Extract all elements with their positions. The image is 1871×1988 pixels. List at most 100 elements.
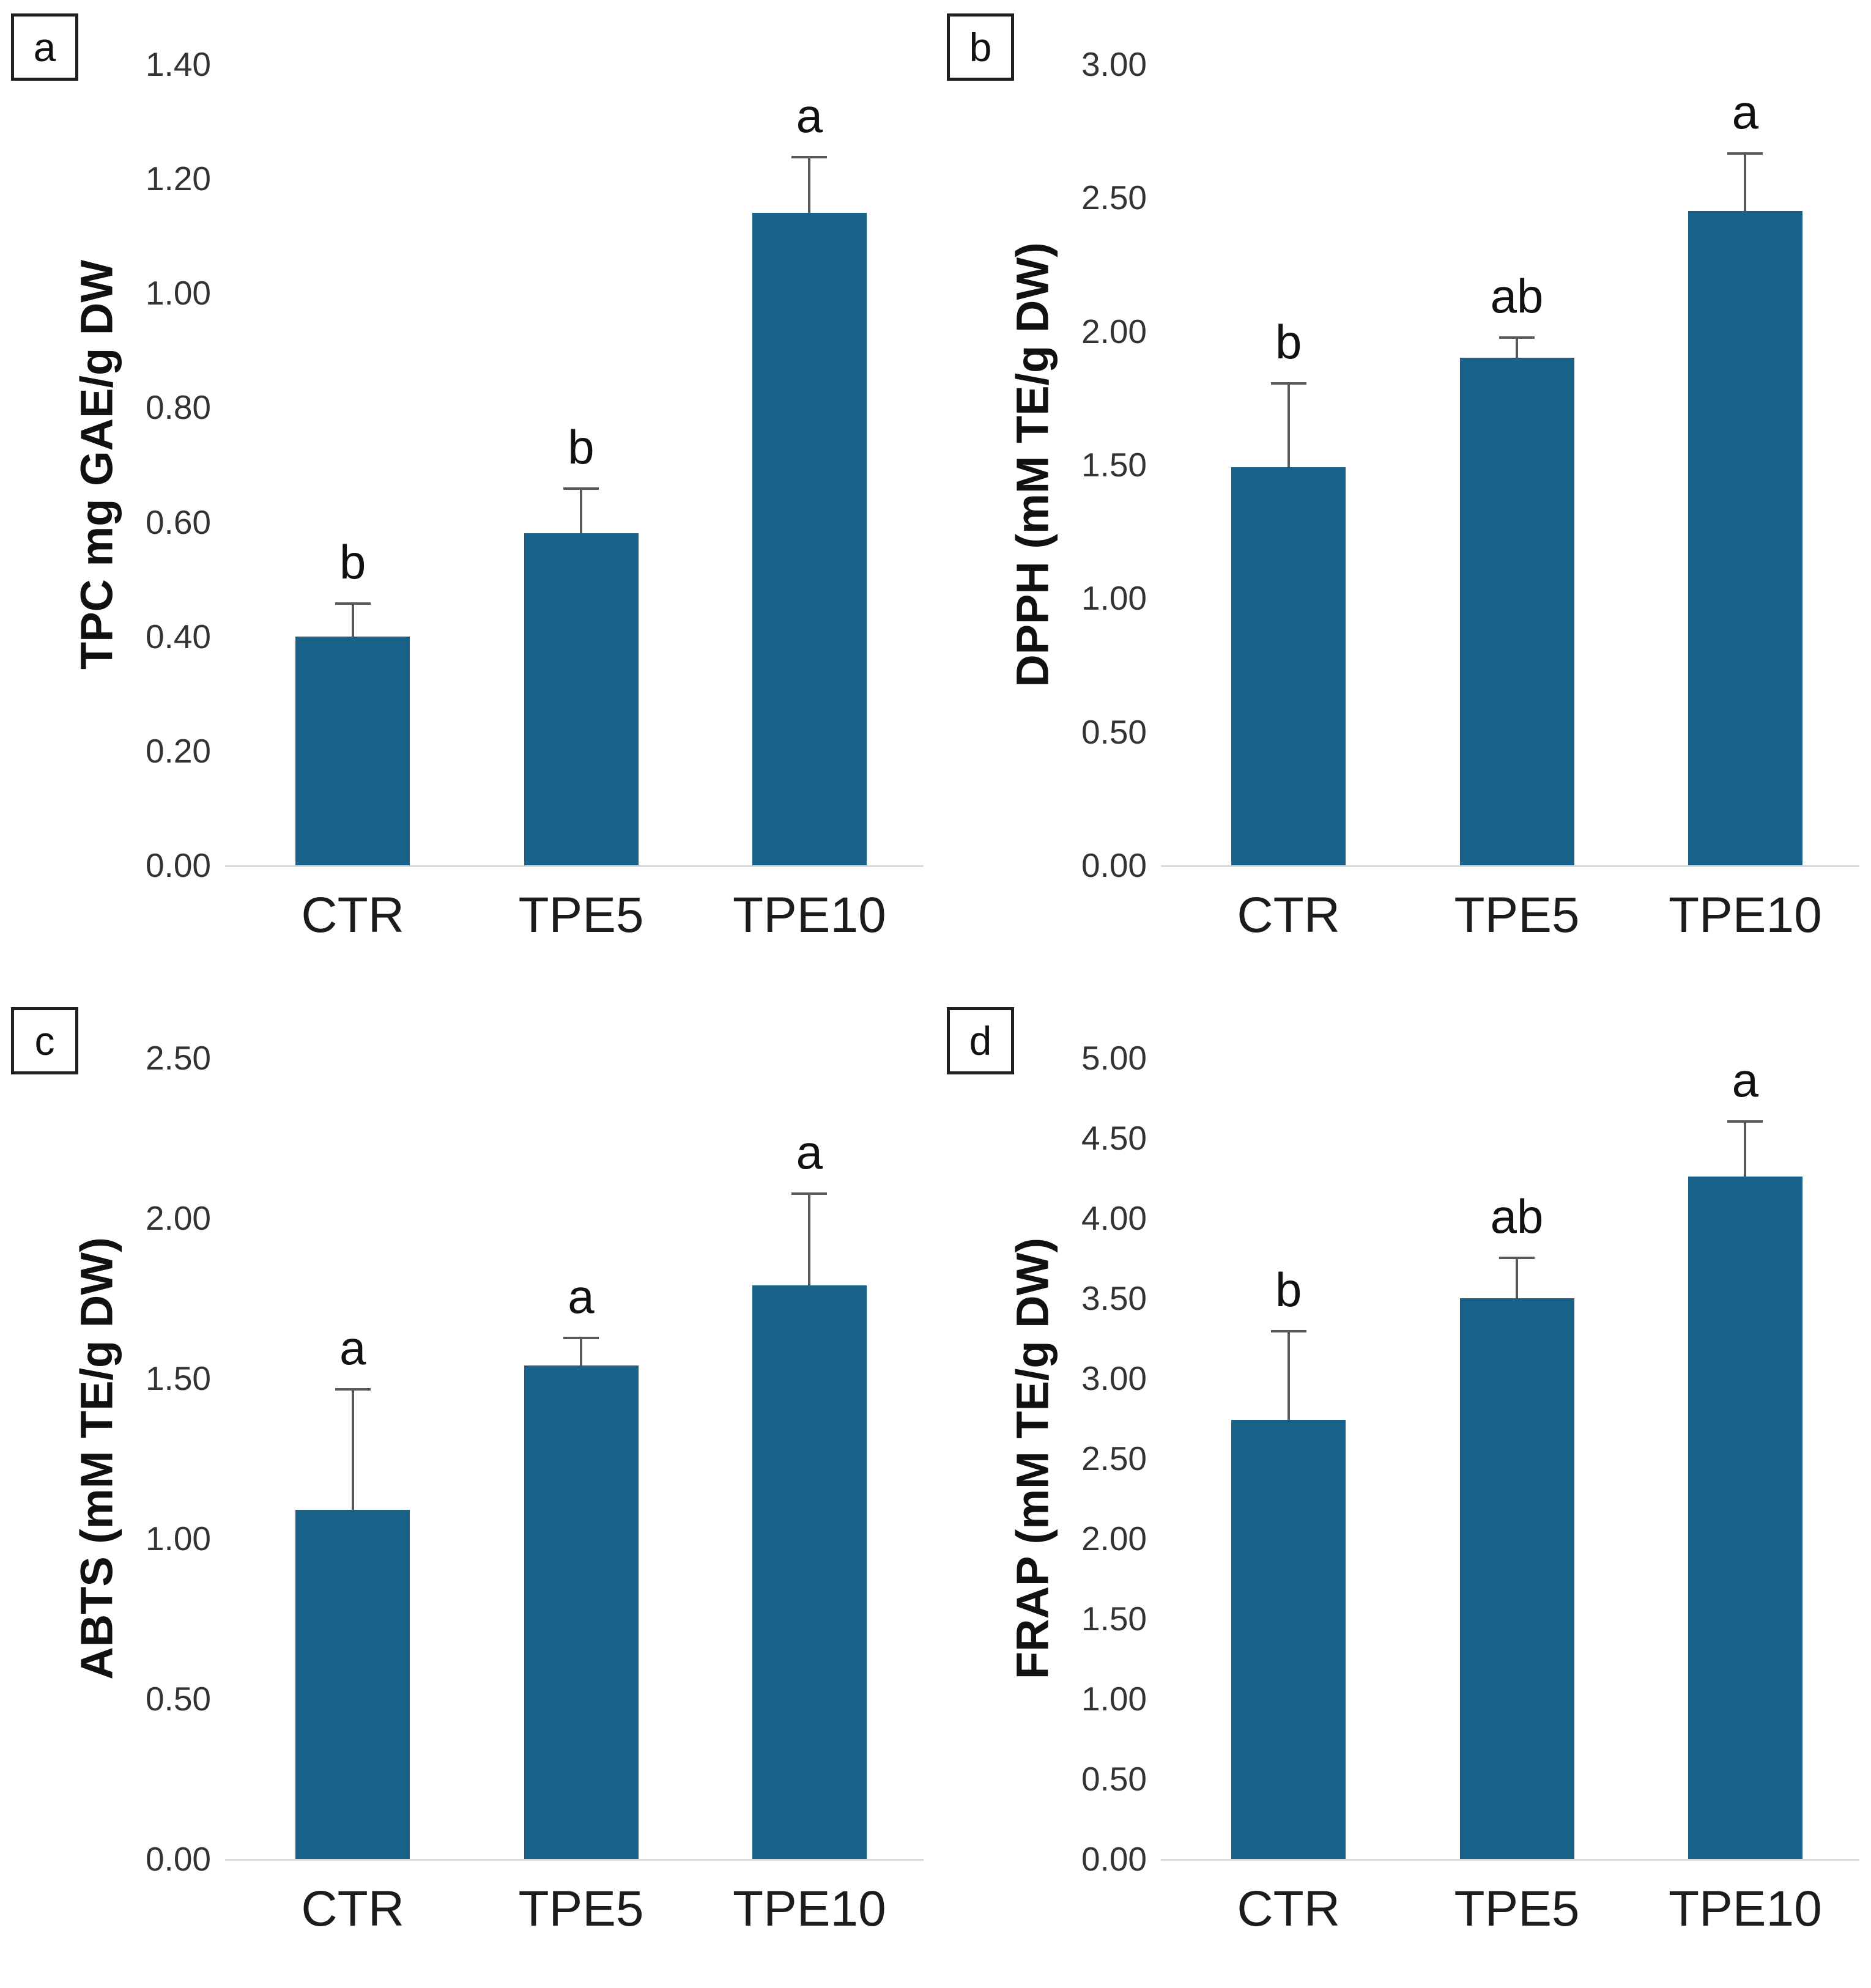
y-tick-label: 2.50 [1081, 1439, 1147, 1477]
error-bar-cap [1270, 1330, 1306, 1333]
significance-letter: a [1732, 1053, 1759, 1107]
y-tick-label: 1.00 [1081, 579, 1147, 618]
x-category-label: TPE5 [518, 1881, 644, 1937]
significance-letter: b [1275, 1263, 1302, 1317]
y-tick-label: 2.00 [145, 1199, 211, 1237]
error-bar-cap [563, 1336, 599, 1339]
panel-c-y-axis-ticks: 0.00 0.50 1.00 1.50 2.00 2.50 [0, 994, 211, 1987]
y-tick-label: 5.00 [1081, 1039, 1147, 1077]
panel-c: c ABTS (mM TE/g DW) 0.00 0.50 1.00 1.50 2.00… [0, 994, 935, 1987]
y-tick-label: 0.00 [1081, 1840, 1147, 1878]
panel-c-letter-box: c [11, 1007, 78, 1074]
x-category-label: CTR [1237, 887, 1340, 943]
y-tick-label: 4.00 [1081, 1199, 1147, 1237]
y-tick-label: 1.50 [145, 1359, 211, 1397]
panel-d: d FRAP (mM TE/g DW) 0.00 0.50 1.00 1.50 2.00… [936, 994, 1871, 1987]
panel-a: a TPC mg GAE/g DW 0.00 0.20 0.40 0.60 0.80 1.… [0, 0, 935, 994]
y-tick-label: 1.50 [1081, 1600, 1147, 1638]
x-category-label: CTR [1237, 1881, 1340, 1937]
error-bar-line [1287, 1330, 1290, 1421]
y-tick-label: 0.00 [145, 846, 211, 884]
y-tick-label: 1.00 [145, 274, 211, 312]
y-tick-label: 3.00 [1081, 1359, 1147, 1397]
x-category-label: TPE10 [1668, 887, 1822, 943]
significance-letter: a [1732, 85, 1759, 139]
panel-b-letter-box: b [947, 13, 1014, 81]
significance-letter: a [796, 88, 823, 142]
panel-b-y-axis-ticks: 0.00 0.50 1.00 1.50 2.00 2.50 3.00 [936, 0, 1147, 994]
x-category-label: TPE10 [1668, 1881, 1822, 1937]
significance-letter: b [1275, 314, 1302, 369]
x-axis-line [225, 865, 924, 867]
significance-letter: b [568, 420, 595, 475]
panel-c-letter: c [34, 1018, 55, 1063]
y-tick-label: 4.50 [1081, 1119, 1147, 1157]
bar-tpe10 [752, 213, 867, 865]
significance-letter: ab [1490, 1189, 1544, 1243]
bar-tpe5 [1459, 1298, 1574, 1859]
error-bar-cap [791, 155, 828, 158]
y-tick-label: 2.50 [1081, 179, 1147, 217]
error-bar-cap [1270, 382, 1306, 385]
panel-d-y-axis-ticks: 0.00 0.50 1.00 1.50 2.00 2.50 3.00 3.50 4.00 4.50… [936, 994, 1147, 1987]
significance-letter: ab [1490, 269, 1544, 323]
y-tick-label: 0.60 [145, 503, 211, 541]
y-tick-label: 2.00 [1081, 1520, 1147, 1558]
panel-a-plot-area: b CTR b TPE5 a TPE10 [225, 0, 924, 994]
x-category-label: TPE5 [1454, 887, 1580, 943]
error-bar-cap [563, 487, 599, 490]
significance-letter: a [568, 1269, 595, 1323]
error-bar-cap [335, 1388, 371, 1391]
panel-b-letter: b [969, 24, 992, 70]
significance-letter: a [339, 1320, 366, 1375]
bar-ctr [295, 636, 410, 865]
error-bar-cap [1499, 336, 1535, 339]
y-tick-label: 0.20 [145, 731, 211, 770]
bar-ctr [1231, 1420, 1346, 1859]
x-category-label: CTR [301, 1881, 404, 1937]
bar-tpe10 [1688, 1176, 1802, 1859]
error-bar-line [808, 1192, 811, 1286]
panel-c-plot-area: a CTR a TPE5 a TPE10 [225, 994, 924, 1987]
error-bar-cap [1727, 1120, 1763, 1123]
x-axis-line [1161, 1859, 1859, 1861]
y-tick-label: 0.50 [145, 1680, 211, 1718]
x-axis-line [1161, 865, 1859, 867]
panel-a-letter: a [33, 24, 56, 70]
panel-d-letter-box: d [947, 1007, 1014, 1074]
error-bar-line [1744, 152, 1747, 212]
y-tick-label: 2.50 [145, 1039, 211, 1077]
error-bar-line [1516, 336, 1518, 358]
panel-d-letter: d [969, 1018, 992, 1063]
error-bar-cap [1727, 152, 1763, 155]
panel-a-y-axis-ticks: 0.00 0.20 0.40 0.60 0.80 1.00 1.20 1.40 [0, 0, 211, 994]
y-tick-label: 0.00 [1081, 846, 1147, 884]
x-category-label: TPE5 [518, 887, 644, 943]
error-bar-line [351, 1388, 354, 1510]
significance-letter: b [339, 534, 366, 589]
error-bar-cap [791, 1192, 828, 1195]
panel-b-plot-area: b CTR ab TPE5 a TPE10 [1161, 0, 1859, 994]
bar-tpe10 [1688, 211, 1802, 865]
y-tick-label: 2.00 [1081, 312, 1147, 350]
significance-letter: a [796, 1125, 823, 1180]
x-axis-line [225, 1859, 924, 1861]
error-bar-line [580, 1336, 582, 1366]
error-bar-cap [335, 602, 371, 605]
error-bar-line [1744, 1120, 1747, 1177]
panel-d-plot-area: b CTR ab TPE5 a TPE10 [1161, 994, 1859, 1987]
bar-ctr [295, 1509, 410, 1859]
error-bar-line [580, 487, 582, 534]
bar-tpe5 [1459, 358, 1574, 865]
error-bar-line [1287, 382, 1290, 468]
bar-tpe5 [524, 533, 639, 865]
y-tick-label: 1.40 [145, 45, 211, 83]
y-tick-label: 1.00 [145, 1520, 211, 1558]
y-tick-label: 3.50 [1081, 1279, 1147, 1317]
bar-tpe10 [752, 1285, 867, 1859]
error-bar-line [1516, 1256, 1518, 1298]
y-tick-label: 1.00 [1081, 1680, 1147, 1718]
panel-b: b DPPH (mM TE/g DW) 0.00 0.50 1.00 1.50 2.00… [936, 0, 1871, 994]
y-tick-label: 1.20 [145, 160, 211, 198]
